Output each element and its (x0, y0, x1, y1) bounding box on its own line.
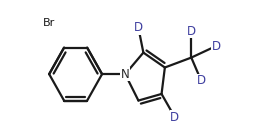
Text: D: D (197, 74, 206, 87)
Text: D: D (134, 21, 143, 34)
Text: N: N (121, 68, 130, 81)
Text: D: D (187, 25, 196, 38)
Text: D: D (212, 40, 221, 53)
Text: D: D (170, 111, 179, 124)
Text: Br: Br (43, 18, 55, 28)
